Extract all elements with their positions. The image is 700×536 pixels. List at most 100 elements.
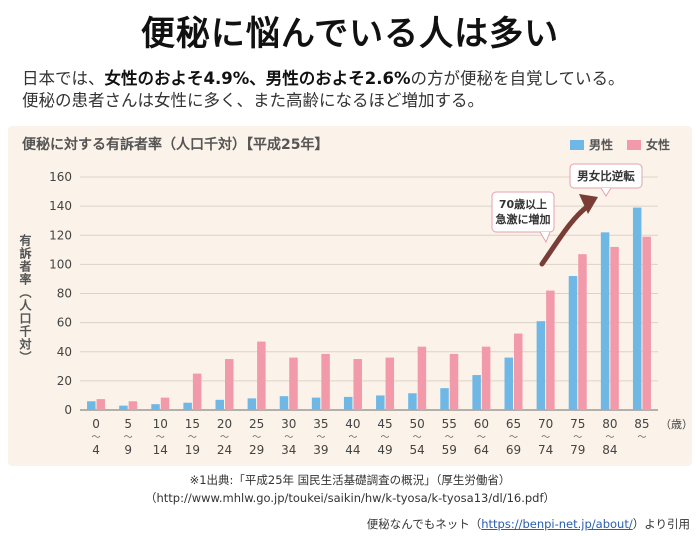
y-axis-label: 有訴者率（人口千対） — [18, 234, 32, 364]
page-title: 便秘に悩んでいる人は多い — [140, 14, 560, 54]
x-tick-label: 9 — [124, 443, 132, 457]
x-tick-label: 20 — [217, 417, 232, 431]
bar-male — [536, 321, 546, 410]
y-tick-label: 40 — [57, 345, 72, 359]
bar-male — [247, 398, 257, 410]
x-tick-label: 55 — [442, 417, 457, 431]
x-tick-tilde: 〜 — [188, 433, 197, 443]
bar-female — [642, 236, 651, 410]
x-tick-label: 39 — [313, 443, 328, 457]
legend-swatch-male — [569, 139, 584, 150]
summary-line-2: 便秘の患者さんは女性に多く、また高齢になるほど増加する。 — [22, 91, 484, 110]
y-tick-label: 20 — [57, 374, 72, 388]
bar-female — [225, 359, 234, 410]
x-tick-tilde: 〜 — [413, 433, 422, 443]
bar-female — [385, 357, 395, 410]
bar-male — [568, 276, 578, 410]
x-tick-tilde: 〜 — [477, 433, 486, 443]
x-tick-label: 75 — [570, 417, 585, 431]
y-tick-label: 120 — [49, 228, 72, 242]
x-tick-tilde: 〜 — [541, 433, 550, 443]
x-tick-label: 60 — [474, 417, 489, 431]
x-tick-tilde: 〜 — [637, 433, 646, 443]
x-tick-label: 10 — [153, 417, 168, 431]
callout-reversal-text: 男女比逆転 — [577, 169, 635, 183]
callout-surge-pointer — [539, 231, 551, 244]
x-tick-label: 49 — [377, 443, 392, 457]
x-tick-label: 69 — [506, 443, 521, 457]
male-rate: 男性のおよそ2.6% — [265, 69, 411, 88]
legend: 男性 女性 — [569, 136, 670, 153]
x-tick-label: 84 — [602, 443, 617, 457]
summary-text: の方が便秘を自覚している。 — [410, 69, 625, 88]
y-tick-label: 0 — [64, 403, 72, 417]
summary-text: 日本では、 — [22, 69, 105, 88]
x-tick-label: 70 — [538, 417, 553, 431]
legend-swatch-female — [626, 139, 641, 150]
x-tick-tilde: 〜 — [124, 433, 133, 443]
callout-reversal-pointer — [600, 187, 612, 197]
x-tick-label: 80 — [602, 417, 617, 431]
x-tick-label: 4 — [92, 443, 100, 457]
callout-surge-text: 急激に増加 — [496, 212, 551, 226]
bar-male — [632, 207, 642, 410]
bar-female — [289, 357, 298, 410]
bar-male — [151, 404, 160, 410]
bar-female — [417, 346, 427, 410]
trend-arrow — [539, 203, 591, 267]
x-tick-label: 29 — [249, 443, 264, 457]
bar-male — [119, 405, 128, 410]
source-line-2: （http://www.mhlw.go.jp/toukei/saikin/hw/… — [144, 491, 556, 505]
bar-male — [183, 402, 192, 410]
x-tick-label: 85 — [634, 417, 649, 431]
bar-male — [376, 395, 385, 410]
bar-female — [546, 290, 555, 410]
bar-male — [343, 396, 353, 410]
x-tick-tilde: 〜 — [252, 433, 261, 443]
summary-separator: 、 — [249, 69, 266, 88]
legend-item-male: 男性 — [569, 136, 613, 153]
y-tick-label: 80 — [57, 287, 72, 301]
x-tick-label: 34 — [281, 443, 296, 457]
x-tick-label: 54 — [410, 443, 425, 457]
bar-male — [87, 401, 96, 410]
x-tick-label: 15 — [185, 417, 200, 431]
x-tick-label: 74 — [538, 443, 553, 457]
bar-female — [96, 399, 106, 410]
x-tick-label: 45 — [377, 417, 392, 431]
callout-surge-box — [491, 191, 555, 233]
credit-link[interactable]: https://benpi-net.jp/about/ — [481, 517, 633, 531]
source-line-1: ※1出典:「平成25年 国民生活基礎調査の概況」（厚生労働省） — [189, 473, 511, 487]
x-tick-tilde: 〜 — [348, 433, 357, 443]
x-tick-label: 40 — [345, 417, 360, 431]
credit: 便秘なんでもネット（https://benpi-net.jp/about/）より… — [367, 516, 690, 532]
x-tick-label: 24 — [217, 443, 232, 457]
legend-item-female: 女性 — [626, 136, 670, 153]
x-tick-tilde: 〜 — [156, 433, 165, 443]
bar-female — [578, 254, 587, 410]
x-tick-label: 5 — [124, 417, 132, 431]
x-tick-tilde: 〜 — [573, 433, 582, 443]
bar-male — [215, 399, 224, 410]
callout-surge-text: 70歳以上 — [499, 197, 547, 211]
bar-female — [481, 346, 491, 410]
x-tick-label: 25 — [249, 417, 264, 431]
x-tick-tilde: 〜 — [509, 433, 518, 443]
legend-label-male: 男性 — [588, 138, 613, 152]
x-tick-label: 64 — [474, 443, 489, 457]
x-tick-label: 14 — [153, 443, 168, 457]
chart-title: 便秘に対する有訴者率（人口千対）【平成25年】 — [22, 137, 329, 153]
bar-female — [449, 353, 459, 410]
y-tick-label: 100 — [49, 257, 72, 271]
x-tick-label: 79 — [570, 443, 585, 457]
x-tick-label: 50 — [410, 417, 425, 431]
credit-prefix: 便秘なんでもネット（ — [366, 517, 482, 531]
summary: 日本では、女性のおよそ4.9%、男性のおよそ2.6%の方が便秘を自覚している。 … — [22, 68, 692, 112]
bar-female — [192, 373, 202, 410]
y-tick-label: 60 — [57, 316, 72, 330]
bar-male — [472, 375, 481, 410]
bar-female — [128, 401, 138, 410]
bar-male — [440, 388, 449, 410]
x-tick-tilde: 〜 — [92, 433, 101, 443]
bar-male — [600, 232, 610, 410]
